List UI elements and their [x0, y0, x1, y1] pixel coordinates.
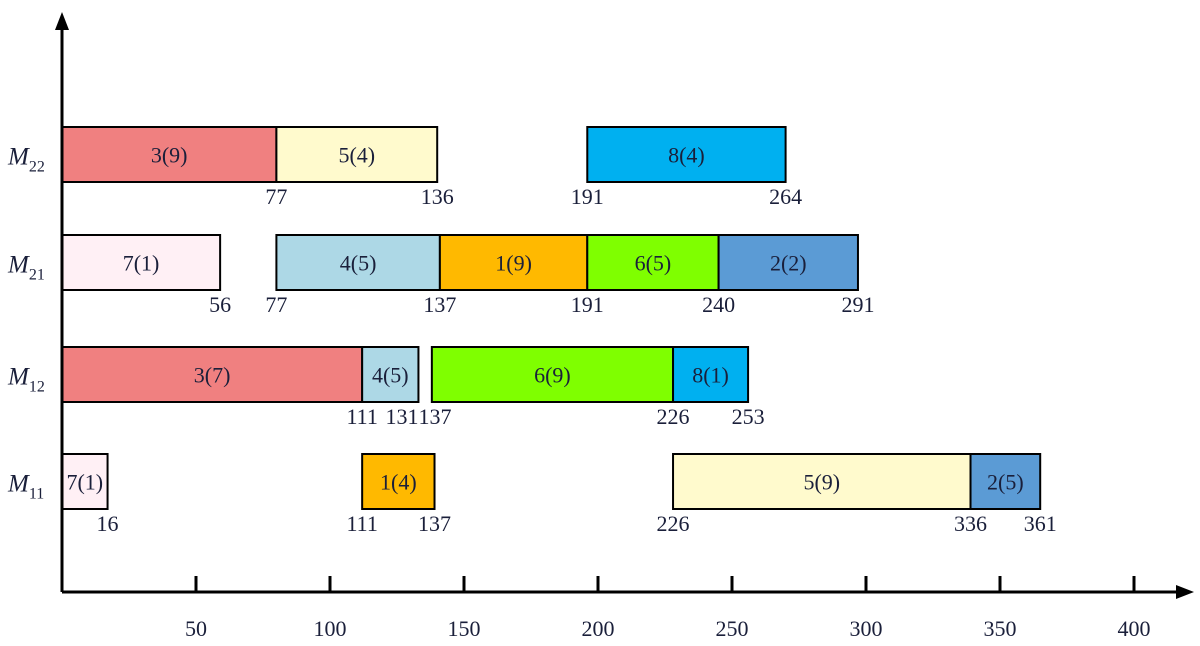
time-mark-label: 361 [1024, 511, 1057, 536]
task-label: 6(9) [534, 363, 571, 388]
machine-label: M12 [7, 364, 45, 396]
machine-label-main: M [7, 364, 30, 391]
x-tick-label: 300 [850, 616, 883, 641]
axes [55, 12, 1194, 599]
time-mark-label: 77 [265, 292, 287, 317]
machine-label: M11 [7, 471, 44, 503]
time-mark-label: 56 [209, 292, 231, 317]
task-bar [586, 126, 787, 183]
task-label: 4(5) [340, 251, 377, 276]
task-label: 5(4) [338, 143, 375, 168]
task-label: 7(1) [66, 470, 103, 495]
machine-label-sub: 11 [29, 486, 44, 503]
time-mark-label: 137 [418, 511, 451, 536]
machine-label-main: M [7, 471, 30, 498]
time-mark-label: 336 [954, 511, 987, 536]
task-label: 4(5) [372, 363, 409, 388]
task-label: 6(5) [635, 251, 672, 276]
time-mark-label: 16 [97, 511, 119, 536]
machine-label-main: M [7, 252, 30, 279]
task-bar [361, 453, 436, 510]
task-bar [586, 234, 720, 291]
time-mark-label: 131 [385, 404, 418, 429]
time-mark-label: 137 [423, 292, 456, 317]
time-mark-label: 137 [418, 404, 451, 429]
machine-label-sub: 21 [29, 267, 45, 284]
task-bar [672, 346, 750, 403]
task-label: 3(9) [151, 143, 188, 168]
machine-label-sub: 22 [29, 159, 45, 176]
machine-label-sub: 12 [29, 379, 45, 396]
task-bar [275, 126, 439, 183]
time-mark-label: 111 [346, 511, 377, 536]
time-mark-label: 191 [571, 184, 604, 209]
time-mark-label: 240 [702, 292, 735, 317]
task-label: 3(7) [194, 363, 231, 388]
task-label: 7(1) [123, 251, 160, 276]
y-axis-arrowhead [55, 12, 69, 30]
time-mark-label: 264 [769, 184, 802, 209]
x-tick-label: 50 [185, 616, 207, 641]
x-tick-label: 350 [984, 616, 1017, 641]
task-bar [61, 453, 109, 510]
x-axis-arrowhead [1176, 585, 1194, 599]
task-bar [361, 346, 420, 403]
x-tick-label: 100 [314, 616, 347, 641]
task-bars: 3(9) 5(4) 8(4) 7(1) 4(5) 1(9) 6(5) 2(2) 3(7) 4(5)… [61, 126, 1042, 510]
time-mark-label: 111 [346, 404, 377, 429]
time-mark-label: 291 [841, 292, 874, 317]
task-bar [275, 234, 441, 291]
task-bar [61, 234, 222, 291]
x-tick-label: 150 [448, 616, 481, 641]
time-mark-label: 77 [265, 184, 287, 209]
task-label: 1(9) [495, 251, 532, 276]
time-mark-label: 191 [571, 292, 604, 317]
task-label: 5(9) [803, 470, 840, 495]
time-mark-label: 253 [732, 404, 765, 429]
time-mark-label: 226 [657, 404, 690, 429]
machine-label: M22 [7, 144, 45, 176]
x-ticks: 50 100 150 200 250 300 350 400 [185, 576, 1151, 641]
task-label: 2(2) [770, 251, 807, 276]
time-mark-label: 136 [421, 184, 454, 209]
time-mark-label: 226 [657, 511, 690, 536]
x-tick-label: 200 [582, 616, 615, 641]
task-bar [717, 234, 859, 291]
task-bar [61, 126, 278, 183]
task-label: 8(4) [668, 143, 705, 168]
x-tick-label: 400 [1118, 616, 1151, 641]
task-bar [969, 453, 1042, 510]
task-bar [438, 234, 589, 291]
machine-label-main: M [7, 144, 30, 171]
task-label: 2(5) [987, 470, 1024, 495]
task-label: 1(4) [380, 470, 417, 495]
task-label: 8(1) [692, 363, 729, 388]
machine-label: M21 [7, 252, 45, 284]
x-tick-label: 250 [716, 616, 749, 641]
